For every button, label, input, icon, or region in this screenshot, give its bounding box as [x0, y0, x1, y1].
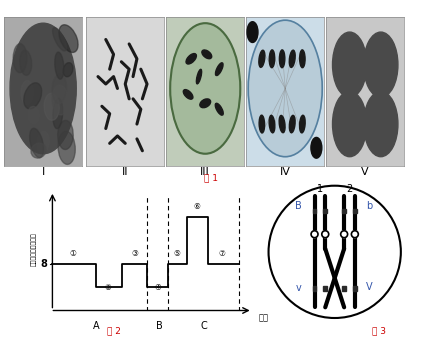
- Ellipse shape: [28, 106, 39, 124]
- Ellipse shape: [259, 115, 265, 133]
- Text: ⑤: ⑤: [173, 249, 180, 258]
- Ellipse shape: [289, 50, 295, 67]
- Text: A: A: [93, 321, 100, 331]
- Text: B: B: [295, 201, 301, 211]
- Ellipse shape: [52, 85, 68, 115]
- Text: 2: 2: [346, 184, 353, 194]
- Text: 8: 8: [40, 259, 48, 269]
- Text: 图 2: 图 2: [107, 327, 120, 336]
- Ellipse shape: [183, 90, 193, 99]
- FancyBboxPatch shape: [342, 286, 346, 290]
- Ellipse shape: [170, 23, 240, 154]
- Text: ③: ③: [131, 249, 138, 258]
- Circle shape: [322, 231, 329, 238]
- Ellipse shape: [196, 69, 202, 84]
- Ellipse shape: [59, 25, 78, 52]
- FancyBboxPatch shape: [353, 209, 357, 213]
- Text: （条）染色单体数目: （条）染色单体数目: [32, 233, 37, 266]
- X-axis label: III: III: [200, 167, 210, 177]
- Ellipse shape: [31, 143, 46, 158]
- Ellipse shape: [259, 50, 265, 67]
- Ellipse shape: [248, 20, 322, 157]
- Ellipse shape: [269, 50, 275, 68]
- Circle shape: [333, 32, 367, 97]
- Ellipse shape: [300, 115, 305, 133]
- Text: b: b: [366, 201, 373, 211]
- Ellipse shape: [279, 116, 285, 133]
- FancyBboxPatch shape: [323, 286, 327, 290]
- Ellipse shape: [63, 63, 73, 77]
- Circle shape: [247, 22, 258, 42]
- Ellipse shape: [24, 83, 42, 109]
- Text: v: v: [295, 283, 301, 293]
- Ellipse shape: [200, 99, 210, 108]
- Ellipse shape: [52, 74, 67, 104]
- Ellipse shape: [186, 53, 196, 64]
- Text: ⑥: ⑥: [193, 203, 200, 211]
- Ellipse shape: [215, 103, 223, 115]
- Text: ⑦: ⑦: [218, 249, 225, 258]
- Ellipse shape: [21, 81, 33, 105]
- Ellipse shape: [53, 98, 63, 129]
- Ellipse shape: [269, 115, 275, 133]
- Ellipse shape: [202, 50, 212, 59]
- Circle shape: [364, 32, 398, 97]
- Circle shape: [341, 231, 348, 238]
- Ellipse shape: [37, 131, 49, 153]
- FancyBboxPatch shape: [323, 209, 327, 213]
- Ellipse shape: [55, 52, 64, 79]
- Ellipse shape: [58, 120, 73, 149]
- FancyBboxPatch shape: [313, 286, 317, 290]
- Text: V: V: [366, 282, 373, 292]
- X-axis label: IV: IV: [280, 167, 290, 177]
- Circle shape: [352, 231, 358, 238]
- Text: B: B: [156, 321, 163, 331]
- Text: ②: ②: [104, 283, 111, 292]
- Text: ④: ④: [154, 283, 161, 292]
- Text: C: C: [200, 321, 207, 331]
- Text: 图 3: 图 3: [372, 327, 386, 336]
- FancyBboxPatch shape: [353, 286, 357, 290]
- Ellipse shape: [44, 93, 59, 120]
- Ellipse shape: [289, 115, 295, 133]
- Text: 图 1: 图 1: [203, 173, 218, 182]
- Ellipse shape: [300, 50, 305, 68]
- Ellipse shape: [20, 50, 32, 75]
- FancyBboxPatch shape: [342, 209, 346, 213]
- X-axis label: I: I: [42, 167, 45, 177]
- Ellipse shape: [216, 63, 223, 76]
- Ellipse shape: [280, 50, 285, 68]
- Circle shape: [311, 137, 322, 158]
- Circle shape: [311, 231, 318, 238]
- Ellipse shape: [10, 23, 76, 154]
- Ellipse shape: [53, 28, 67, 51]
- Ellipse shape: [58, 131, 75, 164]
- Ellipse shape: [29, 128, 44, 158]
- Circle shape: [364, 91, 398, 157]
- Circle shape: [333, 91, 367, 157]
- FancyBboxPatch shape: [313, 209, 317, 213]
- Text: 1: 1: [317, 184, 323, 194]
- Text: ①: ①: [69, 249, 76, 258]
- X-axis label: V: V: [361, 167, 369, 177]
- X-axis label: II: II: [122, 167, 128, 177]
- Ellipse shape: [13, 44, 27, 73]
- Text: 时间: 时间: [258, 313, 269, 322]
